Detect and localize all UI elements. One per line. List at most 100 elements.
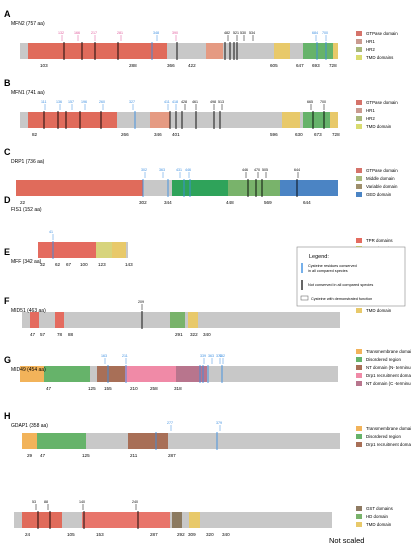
cysteine-label: 470 [254,168,260,172]
key-frame [296,246,406,307]
cysteine-label: 371 [216,354,222,358]
domain-boundary-label: 125 [88,386,96,391]
legend-swatch [356,514,362,519]
legend-swatch [356,31,362,36]
domain-boundary-label: 62 [55,262,61,267]
cysteine-label: 363 [159,168,165,172]
cysteine-label: 211 [122,354,128,358]
cysteine-label: 166 [74,31,80,35]
domain-segment [82,512,170,528]
cysteine-label: 136 [56,100,62,104]
domain-segment [282,112,300,128]
cysteine-label: 111 [41,100,46,104]
cysteine-label: 240 [132,500,138,504]
domain-boundary-label: 647 [296,63,304,68]
cysteine-label: 277 [167,421,173,425]
panel-letter: B [4,78,11,88]
domain-boundary-label: 22 [20,200,26,205]
domain-segment [167,43,188,59]
domain-segment [125,366,150,382]
domain-boundary-label: 318 [174,386,182,391]
domain-boundary-label: 211 [130,453,138,458]
panel-letter: G [4,355,11,365]
domain-boundary-label: 728 [329,63,337,68]
legend-swatch [356,108,362,113]
legend-swatch [356,522,362,527]
domain-segment [22,512,38,528]
protein-name: MFF (342 aa) [11,259,42,265]
domain-boundary-label: 320 [206,532,214,537]
legend-label: Disordered region [366,434,401,439]
legend-swatch [356,426,362,431]
domain-boundary-label: 82 [32,132,38,137]
domain-boundary-label: 287 [168,453,176,458]
domain-segment [150,112,170,128]
cysteine-label: 163 [101,354,107,358]
domain-boundary-label: 57 [40,332,46,337]
domain-segment [150,366,176,382]
domain-segment [280,180,338,196]
cysteine-label: 513 [218,100,224,104]
legend-swatch [356,506,362,511]
domain-segment [38,242,57,258]
key-not-conserved-label: Not conserved in all compared species [308,283,373,287]
panel-letter: H [4,411,11,421]
domain-boundary-label: 693 [312,63,320,68]
panel-letter: F [4,296,10,306]
cysteine-label: 452 [219,354,225,358]
cysteine-label: 521 [233,31,239,35]
panel-letter: D [4,195,11,205]
legend-swatch [356,192,362,197]
legend-label: HR1 [366,108,375,113]
cysteine-label: 418 [172,100,178,104]
protein-name: MFN1 (741 aa) [11,90,45,96]
domain-boundary-label: 123 [98,262,106,267]
legend-label: TMD domain [366,124,392,129]
domain-segment [112,242,126,258]
legend-swatch [356,349,362,354]
domain-boundary-label: 103 [40,63,48,68]
domain-segment [274,43,290,59]
domain-segment [22,433,37,449]
domain-boundary-label: 288 [129,63,137,68]
domain-segment [96,242,112,258]
domain-boundary-label: 155 [104,386,112,391]
legend-label: HR1 [366,39,375,44]
legend-label: Drp1 recruitment domain [366,442,411,447]
legend-label: HR2 [366,47,375,52]
legend-label: TMD domain [366,308,392,313]
cysteine-label: 132 [58,31,64,35]
cysteine-label: 431 [176,168,182,172]
domain-boundary-label: 346 [154,132,162,137]
legend-label: Transmembrane domain [366,349,411,354]
cysteine-label: 530 [240,31,246,35]
domain-segment [206,43,223,59]
panel-letter: C [4,147,11,157]
domain-boundary-label: 24 [25,532,31,537]
domain-boundary-label: 422 [188,63,196,68]
domain-boundary-label: 596 [270,132,278,137]
domain-boundary-label: 143 [125,262,133,267]
domain-boundary-label: 673 [314,132,322,137]
domain-boundary-label: 630 [295,132,303,137]
not-scaled-note: Not scaled [329,536,364,545]
domain-segment [57,242,80,258]
legend-label: TPR domains [366,238,393,243]
domain-boundary-label: 258 [150,386,158,391]
legend-swatch [356,124,362,129]
domain-boundary-label: 266 [121,132,129,137]
domain-segment [228,180,280,196]
cysteine-label: 390 [172,31,178,35]
legend-label: HD domain [366,514,389,519]
domain-boundary-label: 344 [164,200,172,205]
protein-name: GDAP1 (358 aa) [11,423,48,429]
protein-name: DRP1 (736 aa) [11,159,45,165]
cysteine-label: 53 [32,500,36,504]
domain-segment [143,180,172,196]
legend-label: NT domain (C -terminus) [366,381,411,386]
cysteine-label: 644 [294,168,300,172]
